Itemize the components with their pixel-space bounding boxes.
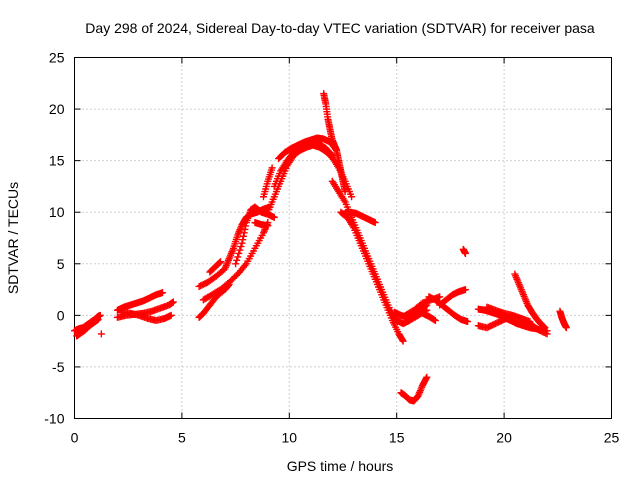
data-point <box>327 150 335 158</box>
data-point <box>431 317 439 325</box>
chart-title: Day 298 of 2024, Sidereal Day-to-day VTE… <box>85 20 595 36</box>
data-point <box>97 330 105 338</box>
y-tick-label: 20 <box>49 101 65 117</box>
data-point <box>398 336 406 344</box>
data-point <box>241 225 249 233</box>
data-point <box>238 239 246 247</box>
data-point <box>264 222 272 230</box>
data-point <box>422 375 430 383</box>
data-point <box>234 253 242 261</box>
y-tick-label: 15 <box>49 153 65 169</box>
data-point <box>348 193 356 201</box>
data-point <box>526 318 534 326</box>
data-point <box>461 286 469 294</box>
x-tick-label: 5 <box>178 430 186 446</box>
data-point <box>236 246 244 254</box>
data-point <box>562 324 570 332</box>
data-point <box>543 330 551 338</box>
data-point <box>399 337 407 345</box>
data-point <box>225 280 233 288</box>
y-axis-label: SDTVAR / TECUs <box>5 182 21 294</box>
y-tick-label: -10 <box>44 411 64 427</box>
data-point <box>268 164 276 172</box>
data-point <box>240 229 248 237</box>
data-point <box>233 256 241 264</box>
x-tick-label: 0 <box>71 430 79 446</box>
data-point <box>159 289 167 297</box>
data-point <box>217 258 225 266</box>
data-point <box>464 318 472 326</box>
data-point <box>235 249 243 257</box>
data-point <box>239 232 247 240</box>
data-point <box>237 243 245 251</box>
data-point <box>167 311 175 319</box>
x-axis-label: GPS time / hours <box>287 458 394 474</box>
y-tick-label: -5 <box>52 359 65 375</box>
y-tick-label: 5 <box>57 256 65 272</box>
data-point <box>224 281 232 289</box>
x-tick-label: 10 <box>282 430 298 446</box>
x-tick-label: 15 <box>389 430 405 446</box>
data-point <box>461 249 469 257</box>
data-point <box>270 213 278 221</box>
data-point <box>541 324 549 332</box>
data-points <box>71 90 570 405</box>
x-tick-label: 25 <box>604 430 620 446</box>
data-point <box>169 298 177 306</box>
data-point <box>232 260 240 268</box>
data-point <box>423 373 431 381</box>
x-tick-label: 20 <box>496 430 512 446</box>
grid <box>74 57 612 419</box>
data-point <box>242 222 250 230</box>
data-point <box>436 293 444 301</box>
data-point <box>371 219 379 227</box>
y-tick-label: 10 <box>49 204 65 220</box>
data-point <box>96 311 104 319</box>
y-tick-label: 25 <box>49 50 65 66</box>
y-tick-label: 0 <box>57 307 65 323</box>
data-point <box>94 315 102 323</box>
data-point <box>239 236 247 244</box>
data-point <box>341 188 349 196</box>
plot-frame <box>74 57 612 419</box>
